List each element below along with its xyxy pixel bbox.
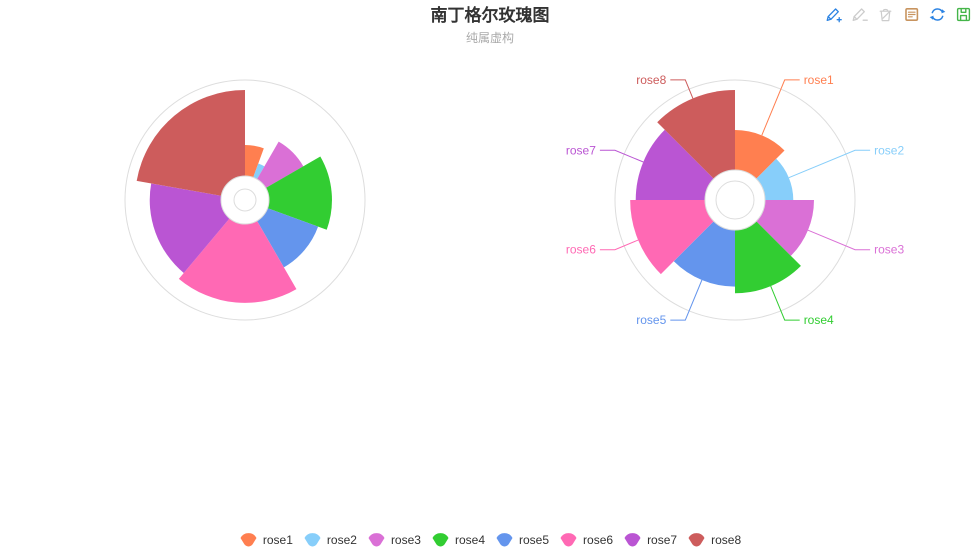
- legend: rose1 rose2 rose3 rose4 rose5 rose6 rose7 rose8: [0, 532, 980, 547]
- legend-item-rose1[interactable]: rose1: [239, 532, 293, 547]
- data-view-icon[interactable]: [903, 6, 920, 23]
- label-line-rose5: [670, 279, 703, 321]
- legend-item-rose7[interactable]: rose7: [623, 532, 677, 547]
- slice-label-rose5: rose5: [636, 313, 666, 327]
- legend-item-rose5[interactable]: rose5: [495, 532, 549, 547]
- legend-label: rose3: [390, 532, 421, 547]
- slice-label-rose8: rose8: [636, 73, 666, 87]
- label-line-rose3: [807, 229, 871, 251]
- legend-label: rose4: [454, 532, 485, 547]
- legend-item-rose4[interactable]: rose4: [431, 532, 485, 547]
- slice-label-rose2: rose2: [874, 143, 904, 157]
- pie-sector-icon: [368, 533, 385, 547]
- slice-label-rose4: rose4: [804, 313, 834, 327]
- rose-chart-area-mode: rose1 rose2 rose3 rose4 rose5 rose6 rose7 rose8: [566, 73, 905, 327]
- mark-pencil-remove-icon[interactable]: [851, 6, 868, 23]
- legend-item-rose8[interactable]: rose8: [687, 532, 741, 547]
- pie-slice-rose8[interactable]: [136, 89, 245, 200]
- pie-sector-icon: [560, 533, 577, 547]
- restore-refresh-icon[interactable]: [929, 6, 946, 23]
- rose-chart-radius-mode: [124, 79, 366, 321]
- pie-slice-rose6[interactable]: [178, 200, 297, 303]
- label-line-rose4: [770, 285, 800, 321]
- pie-slice-rose7[interactable]: [149, 183, 245, 273]
- label-line-rose1: [761, 79, 800, 136]
- legend-item-rose3[interactable]: rose3: [367, 532, 421, 547]
- pie-sector-icon: [240, 533, 257, 547]
- label-line-rose8: [670, 79, 694, 99]
- center-hole: [704, 169, 766, 231]
- pie-slice-rose6[interactable]: [630, 200, 735, 275]
- pie-slice-rose8[interactable]: [657, 90, 735, 200]
- mark-pencil-add-icon[interactable]: [825, 6, 842, 23]
- pie-sector-icon: [432, 533, 449, 547]
- toolbox: [825, 6, 972, 23]
- pie-slice-rose4[interactable]: [245, 156, 332, 230]
- guide-circle: [124, 79, 366, 321]
- label-line-rose7: [599, 149, 644, 163]
- center-hole: [220, 175, 270, 225]
- legend-item-rose2[interactable]: rose2: [303, 532, 357, 547]
- chart-subtitle: 纯属虚构: [465, 31, 514, 45]
- slice-label-rose3: rose3: [874, 243, 904, 257]
- center-ring: [715, 180, 755, 220]
- center-ring: [233, 188, 257, 212]
- save-as-image-icon[interactable]: [955, 6, 972, 23]
- slice-label-rose1: rose1: [804, 73, 834, 87]
- legend-label: rose6: [583, 532, 614, 547]
- legend-label: rose8: [711, 532, 742, 547]
- slice-label-rose7: rose7: [566, 143, 596, 157]
- mark-clear-trash-icon[interactable]: [877, 6, 894, 23]
- pie-sector-icon: [496, 533, 513, 547]
- guide-circle: [614, 79, 856, 321]
- pie-sector-icon: [688, 533, 705, 547]
- label-line-rose2: [788, 149, 871, 179]
- legend-label: rose1: [262, 532, 293, 547]
- legend-label: rose7: [647, 532, 678, 547]
- label-line-rose6: [599, 239, 639, 251]
- legend-item-rose6[interactable]: rose6: [559, 532, 613, 547]
- legend-label: rose5: [519, 532, 550, 547]
- pie-sector-icon: [624, 533, 641, 547]
- pie-sector-icon: [304, 533, 321, 547]
- slice-label-rose6: rose6: [566, 243, 596, 257]
- pie-slice-rose5[interactable]: [245, 200, 319, 268]
- legend-label: rose2: [326, 532, 357, 547]
